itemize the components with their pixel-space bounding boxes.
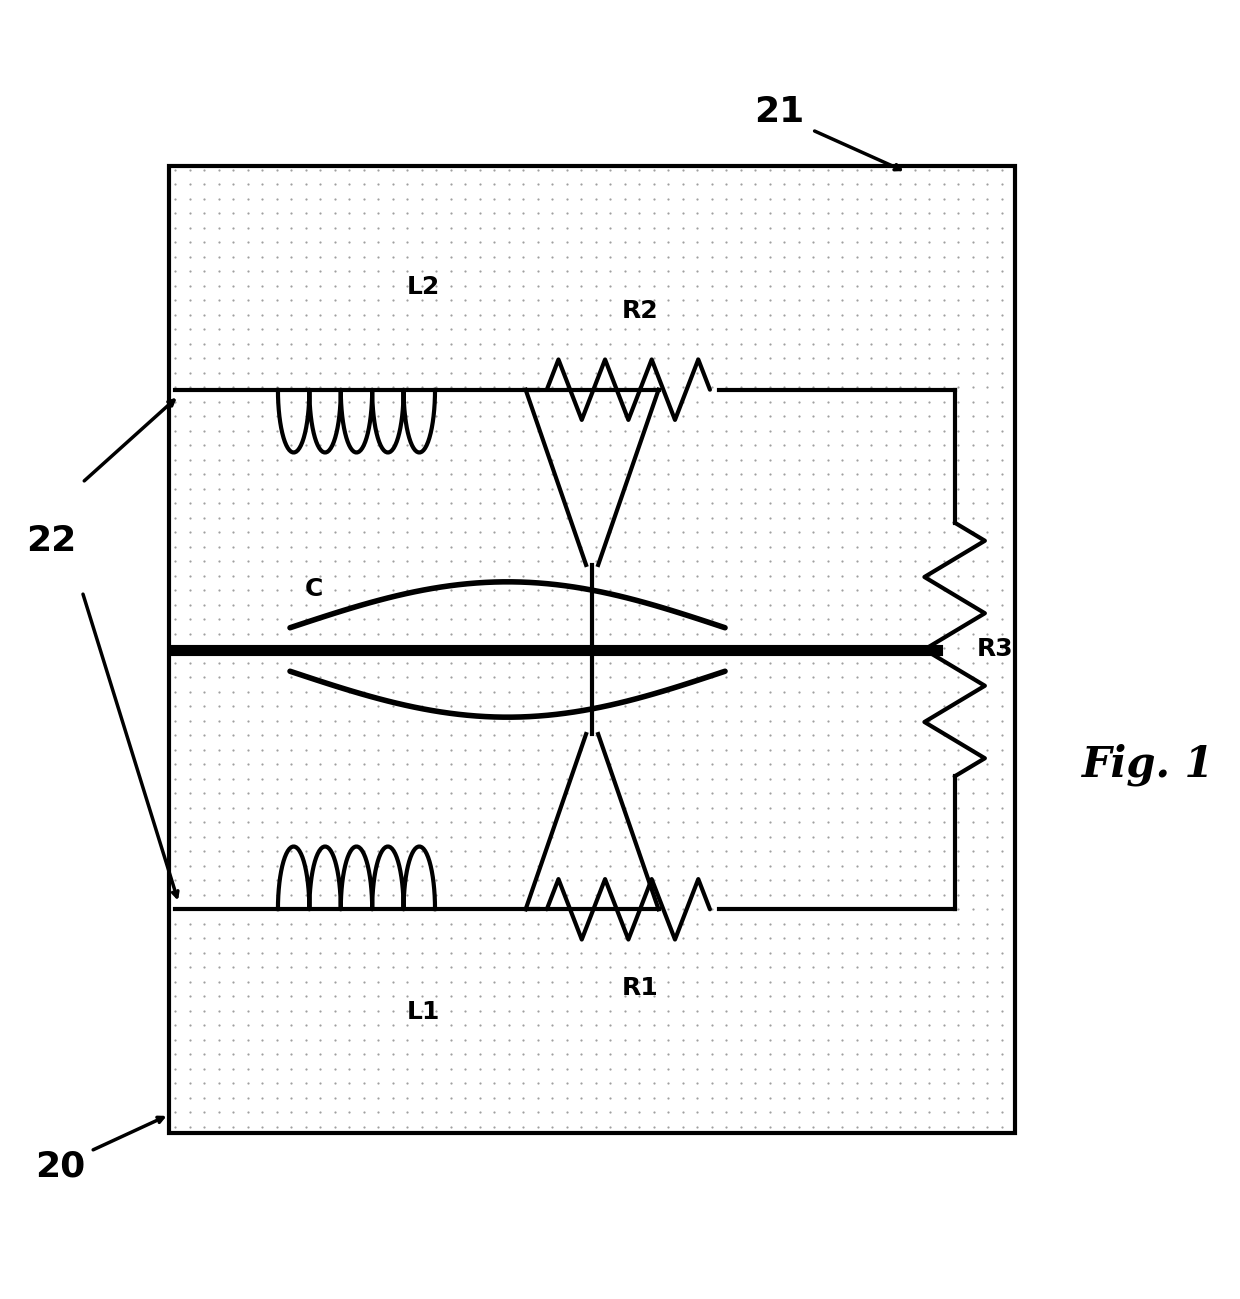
Bar [169,166,1016,1133]
Text: R2: R2 [622,299,658,323]
Text: L1: L1 [407,1000,440,1024]
Text: 22: 22 [26,523,76,557]
Text: Fig. 1: Fig. 1 [1081,743,1214,786]
Text: R1: R1 [622,976,658,1000]
Text: 21: 21 [754,95,805,129]
Text: L2: L2 [407,275,439,299]
Text: C: C [305,577,324,601]
Text: 20: 20 [35,1150,86,1183]
Text: R3: R3 [976,638,1013,661]
